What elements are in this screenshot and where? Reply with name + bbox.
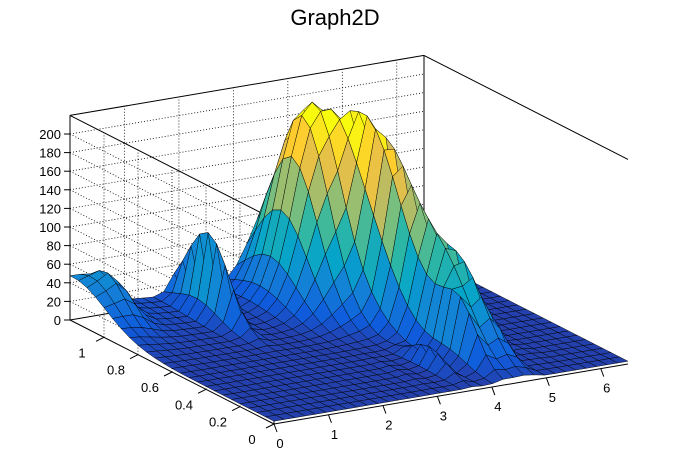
x-tick-label: 1: [331, 427, 338, 442]
frame-edge: [423, 54, 629, 160]
y-tick-label: 1: [78, 345, 85, 360]
frame-edge-front: [273, 363, 629, 425]
z-tick-label: 100: [39, 220, 61, 235]
z-gridline-left: [69, 189, 275, 295]
z-tick-label: 80: [47, 239, 61, 254]
y-tick-label: 0.4: [175, 397, 193, 412]
x-tick-label: 4: [494, 399, 501, 414]
y-tick-mark: [129, 354, 139, 360]
y-tick-mark: [197, 388, 207, 394]
x-tick-mark: [436, 396, 441, 405]
z-tick-label: 180: [39, 146, 61, 161]
x-tick-mark: [273, 423, 278, 433]
y-tick-mark: [265, 423, 275, 429]
y-tick-label: 0.8: [107, 363, 125, 378]
y-tick-label: 0.2: [209, 415, 227, 430]
surface-cell: [608, 356, 629, 364]
y-tick-label: 0: [248, 432, 255, 447]
y-tick-mark: [163, 371, 173, 377]
x-tick-label: 0: [276, 436, 283, 451]
axis-labels: 012345600.20.40.60.810204060801001201401…: [39, 115, 610, 451]
x-tick-label: 3: [440, 408, 447, 423]
z-tick-label: 0: [54, 313, 61, 328]
z-tick-label: 40: [47, 276, 61, 291]
x-tick-label: 5: [549, 390, 556, 405]
z-tick-label: 140: [39, 183, 61, 198]
frame-edge: [69, 54, 425, 116]
y-tick-label: 0.6: [141, 380, 159, 395]
z-tick-label: 120: [39, 201, 61, 216]
z-tick-label: 160: [39, 164, 61, 179]
y-tick-mark: [231, 406, 241, 412]
z-gridline-left: [69, 152, 275, 257]
z-tick-label: 20: [47, 294, 61, 309]
x-tick-label: 6: [603, 381, 610, 396]
x-tick-mark: [327, 414, 332, 423]
x-tick-mark: [491, 386, 496, 396]
chart-title: Graph2D: [290, 5, 379, 30]
x-tick-mark: [600, 368, 605, 377]
z-tick-label: 60: [47, 257, 61, 272]
z-tick-label: 200: [39, 127, 61, 142]
surface-mesh: [69, 101, 629, 422]
x-tick-mark: [382, 405, 387, 414]
z-gridline-left: [69, 170, 275, 276]
y-tick-mark: [95, 336, 105, 342]
x-tick-label: 2: [385, 418, 392, 433]
x-tick-mark: [545, 377, 550, 387]
